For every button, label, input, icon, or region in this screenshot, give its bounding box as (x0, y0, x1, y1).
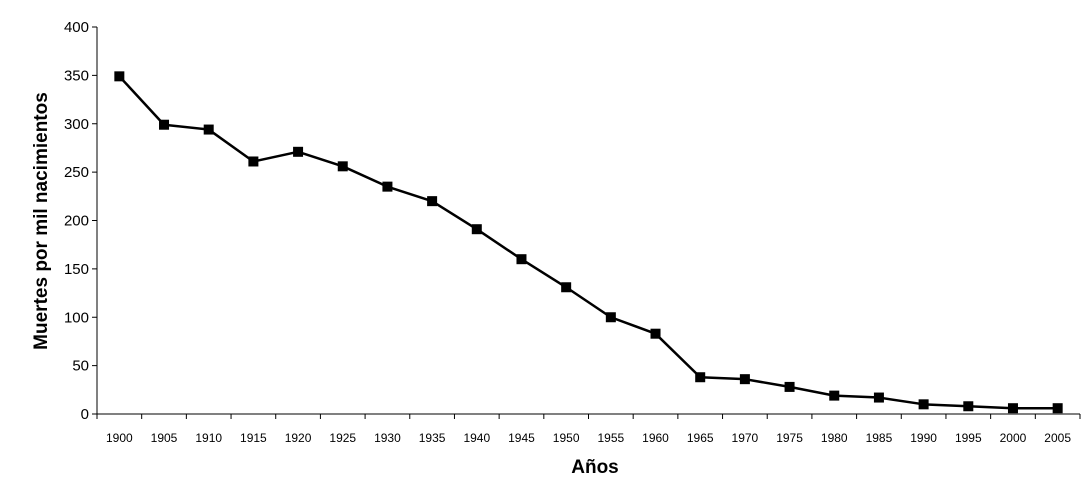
x-axis-title: Años (571, 457, 619, 478)
x-tick-label: 2005 (1044, 431, 1071, 445)
y-axis-title: Muertes por mil nacimientos (31, 92, 52, 350)
x-tick-label: 1995 (955, 431, 982, 445)
series-line (118, 75, 1058, 410)
x-tick-label: 1985 (866, 431, 893, 445)
y-tick-label: 0 (81, 406, 89, 423)
y-tick-label: 350 (64, 67, 89, 84)
data-point-marker (963, 401, 974, 412)
data-point-marker (873, 392, 884, 403)
data-point-marker (650, 328, 661, 339)
y-tick-label: 300 (64, 116, 89, 133)
y-tick-label: 400 (64, 19, 89, 36)
data-point-marker (427, 196, 438, 207)
data-point-marker (159, 119, 170, 130)
y-axis: 0 50 100 150 200 250 300 350 400 (64, 19, 98, 423)
x-tick-label: 1950 (553, 431, 580, 445)
x-axis: 1900 1905 1910 1915 1920 1925 1930 1935 1940 1945… (96, 413, 1081, 445)
x-tick-label: 1910 (195, 431, 222, 445)
data-point-marker (739, 374, 750, 385)
data-point-marker (337, 161, 348, 172)
data-point-marker (516, 254, 527, 265)
data-point-marker (829, 390, 840, 401)
x-tick-label: 1970 (732, 431, 759, 445)
y-tick-label: 200 (64, 213, 89, 230)
y-tick-label: 150 (64, 261, 89, 278)
data-point-marker (918, 399, 929, 410)
data-point-marker (784, 381, 795, 392)
x-tick-label: 2000 (1000, 431, 1027, 445)
x-tick-label: 1935 (419, 431, 446, 445)
data-point-marker (293, 146, 304, 157)
y-tick-label: 250 (64, 164, 89, 181)
x-tick-label: 1905 (151, 431, 178, 445)
data-point-marker (1052, 403, 1063, 414)
data-point-marker (203, 124, 214, 135)
data-point-marker (1007, 403, 1018, 414)
x-tick-label: 1965 (687, 431, 714, 445)
data-point-marker (695, 372, 706, 383)
data-point-marker (561, 282, 572, 293)
x-tick-label: 1920 (285, 431, 312, 445)
x-tick-label: 1980 (821, 431, 848, 445)
x-tick-label: 1960 (642, 431, 669, 445)
data-point-marker (605, 312, 616, 323)
x-tick-label: 1945 (508, 431, 535, 445)
x-tick-label: 1915 (240, 431, 267, 445)
x-tick-label: 1900 (106, 431, 133, 445)
data-point-marker (471, 224, 482, 235)
y-tick-label: 100 (64, 309, 89, 326)
x-tick-label: 1940 (463, 431, 490, 445)
x-tick-label: 1990 (910, 431, 937, 445)
data-point-marker (382, 181, 393, 192)
x-tick-label: 1975 (776, 431, 803, 445)
x-tick-label: 1955 (597, 431, 624, 445)
series-group (114, 71, 1063, 414)
x-tick-label: 1930 (374, 431, 401, 445)
y-tick-label: 50 (72, 358, 89, 375)
x-tick-label: 1925 (329, 431, 356, 445)
data-point-marker (114, 71, 125, 82)
data-point-marker (248, 156, 259, 167)
